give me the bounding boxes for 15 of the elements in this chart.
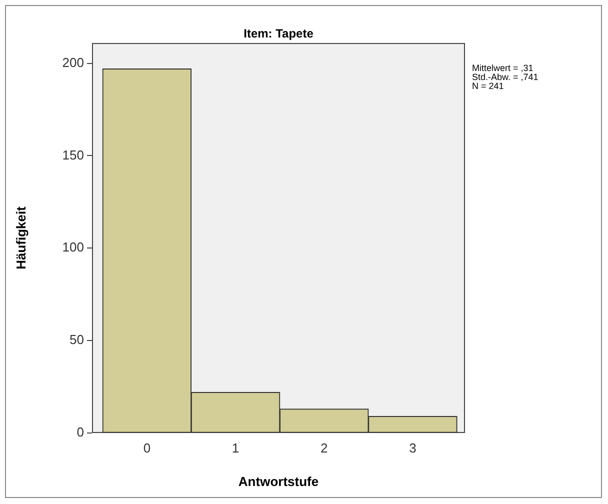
text: Mittelwert = ,31	[472, 62, 534, 73]
y-tick-label: 0	[76, 424, 84, 440]
y-tick-label: 150	[62, 147, 84, 162]
y-tick-label: 100	[62, 240, 84, 255]
x-axis-title: Antwortstufe	[238, 474, 319, 489]
x-tick-label: 2	[320, 440, 328, 456]
x-tick-label: 0	[143, 440, 151, 456]
y-tick-label: 50	[70, 332, 84, 348]
text: N = 241	[472, 80, 504, 91]
y-axis-title: Häufigkeit	[13, 206, 28, 270]
chart-title: Item: Tapete	[244, 26, 314, 40]
x-tick-label: 1	[232, 440, 240, 456]
y-tick-label: 200	[62, 54, 84, 70]
x-tick-label: 3	[409, 440, 416, 456]
text: Std.-Abw. = ,741	[472, 72, 538, 82]
